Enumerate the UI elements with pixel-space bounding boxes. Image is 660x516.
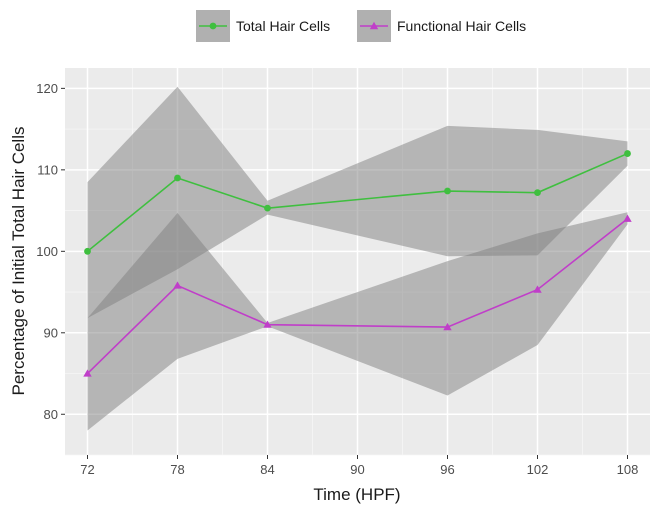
point-series-0: [534, 189, 541, 197]
y-axis: 80 90 100 110 120: [36, 81, 65, 422]
series-points: [83, 150, 632, 377]
point-series-1: [263, 320, 272, 328]
x-tick-label: 96: [440, 462, 454, 477]
point-series-0: [84, 247, 91, 255]
legend-item-0: Total Hair Cells: [196, 10, 330, 42]
point-series-1: [83, 369, 92, 377]
point-series-0: [174, 174, 181, 182]
x-tick-label: 102: [527, 462, 549, 477]
line-series-0: [86, 152, 628, 252]
y-tick-label: 90: [44, 325, 58, 340]
legend: Total Hair Cells Functional Hair Cells: [196, 10, 526, 42]
x-tick-label: 90: [350, 462, 364, 477]
point-series-1: [623, 214, 632, 222]
x-tick-label: 72: [80, 462, 94, 477]
point-series-1: [173, 281, 182, 289]
x-axis: 72 78 84 90 96 102 108: [80, 455, 638, 477]
x-axis-title: Time (HPF): [313, 485, 400, 504]
x-tick-label: 108: [617, 462, 639, 477]
point-series-0: [264, 204, 271, 212]
legend-label-1: Functional Hair Cells: [397, 18, 526, 34]
legend-label-0: Total Hair Cells: [236, 18, 330, 34]
confidence-ribbons: [87, 86, 628, 431]
y-tick-label: 120: [36, 81, 58, 96]
ribbon-series-1: [87, 212, 628, 431]
point-series-1: [443, 322, 452, 331]
point-series-1: [533, 285, 542, 293]
point-series-0: [624, 150, 631, 157]
y-tick-label: 80: [44, 407, 58, 422]
y-tick-label: 100: [36, 244, 58, 259]
line-series-1: [86, 218, 628, 375]
legend-key-marker-0: [209, 22, 217, 30]
series-lines: [86, 152, 628, 375]
y-axis-title: Percentage of Initial Total Hair Cells: [9, 127, 28, 396]
legend-item-1: Functional Hair Cells: [357, 10, 526, 42]
y-tick-label: 110: [37, 162, 58, 177]
x-tick-label: 78: [170, 462, 184, 477]
legend-key-marker-1: [369, 21, 379, 30]
ribbon-series-0: [87, 86, 628, 319]
x-tick-label: 84: [260, 462, 274, 477]
point-series-0: [444, 187, 451, 195]
